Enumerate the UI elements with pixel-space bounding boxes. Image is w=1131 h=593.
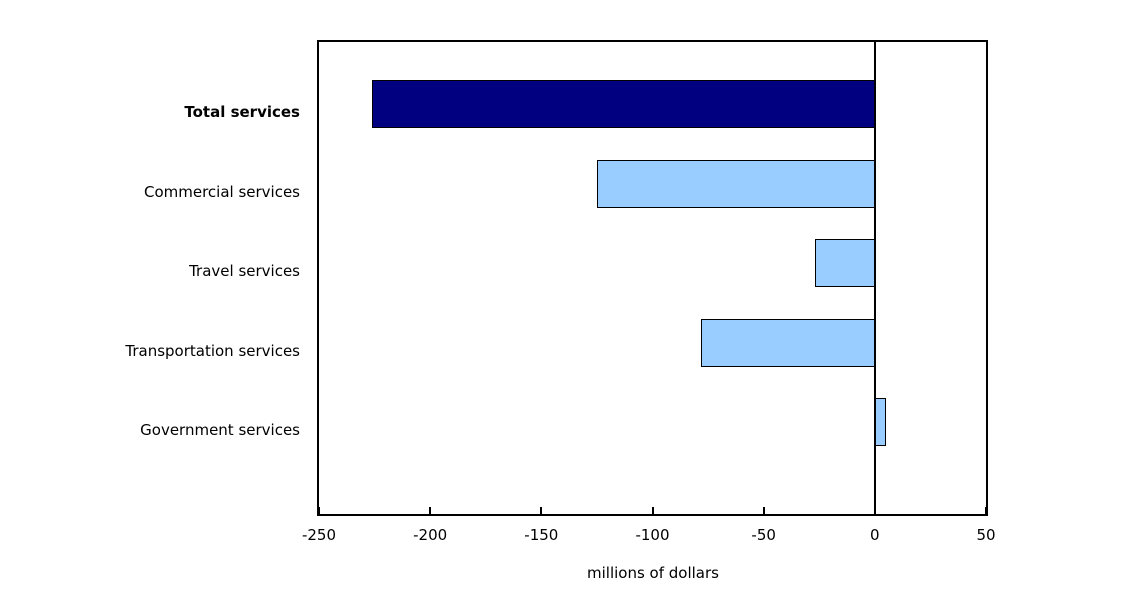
category-label-total-services: Total services bbox=[184, 103, 300, 121]
x-axis-tick bbox=[762, 507, 765, 514]
x-tick-label--250: -250 bbox=[301, 526, 337, 544]
plot-area bbox=[317, 40, 988, 516]
x-axis-tick bbox=[985, 507, 987, 514]
x-axis-tick bbox=[318, 507, 320, 514]
bar-government-services bbox=[874, 398, 886, 446]
x-tick-label-50: 50 bbox=[976, 526, 996, 544]
category-label-government-services: Government services bbox=[140, 421, 300, 439]
x-axis-tick bbox=[540, 507, 543, 514]
bar-transportation-services bbox=[701, 318, 875, 367]
bar-travel-services bbox=[814, 239, 875, 287]
x-axis-tick bbox=[429, 507, 432, 514]
bar-total-services bbox=[372, 80, 875, 128]
x-tick-label--100: -100 bbox=[635, 526, 670, 544]
x-tick-label-0: 0 bbox=[870, 526, 880, 544]
category-label-commercial-services: Commercial services bbox=[143, 182, 300, 201]
zero-baseline bbox=[873, 42, 876, 514]
x-tick-label--50: -50 bbox=[751, 526, 776, 544]
x-axis-tick bbox=[651, 507, 654, 514]
bar-commercial-services bbox=[596, 159, 875, 208]
x-tick-label--150: -150 bbox=[524, 526, 559, 544]
category-label-transportation-services: Transportation services bbox=[125, 341, 300, 360]
category-label-travel-services: Travel services bbox=[189, 262, 300, 280]
x-axis-title: millions of dollars bbox=[587, 564, 719, 582]
x-tick-label--200: -200 bbox=[413, 526, 448, 544]
